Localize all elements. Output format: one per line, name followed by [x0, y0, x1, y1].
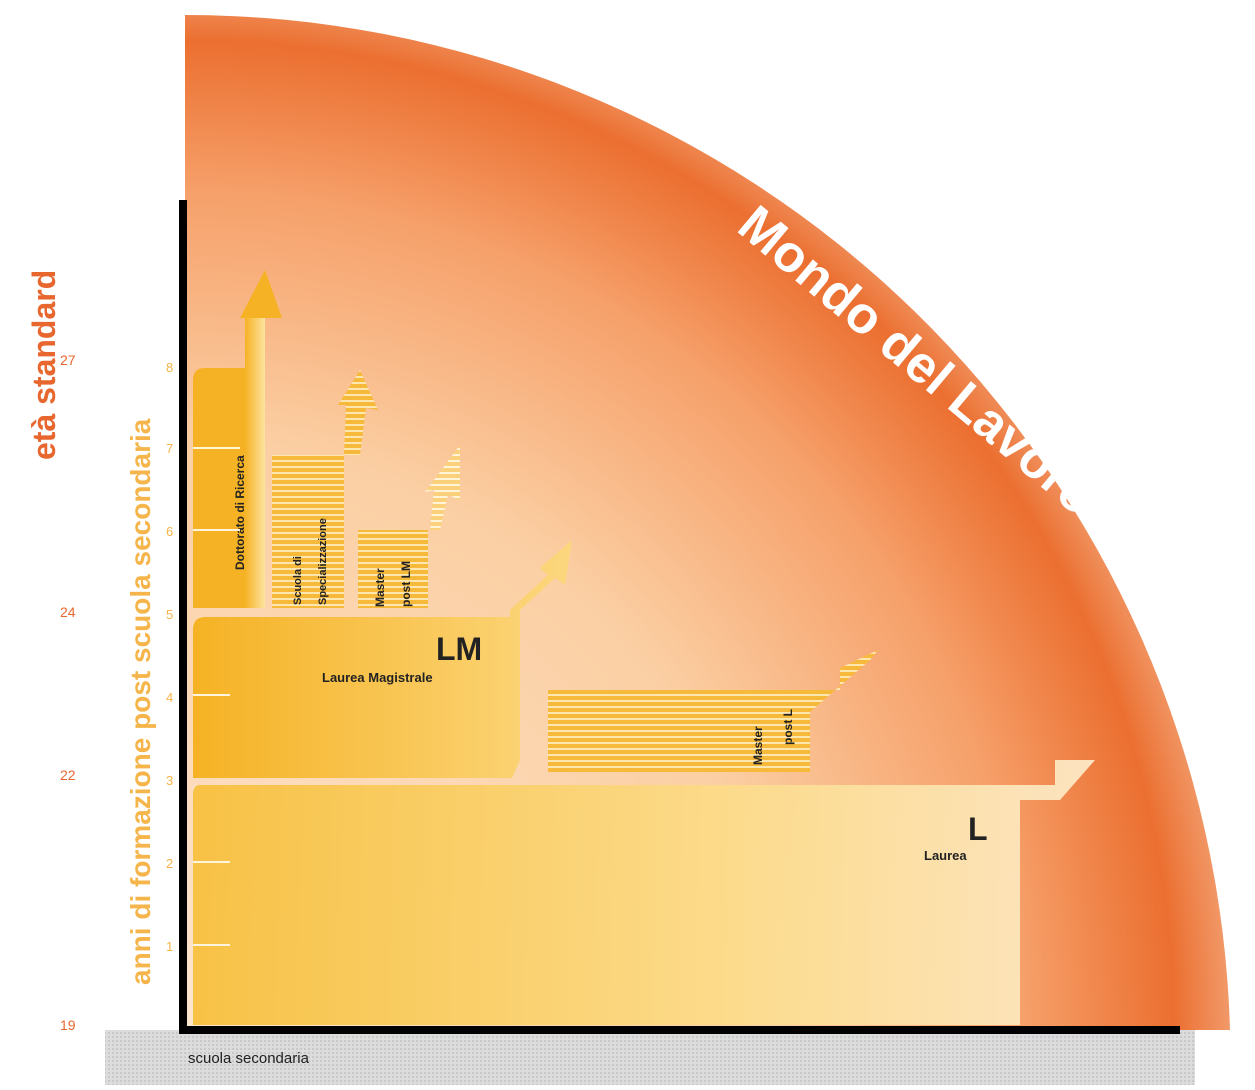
master-post-l-line1: Master: [751, 726, 765, 765]
dottorato-column: [245, 315, 265, 608]
age-tick-24: 24: [60, 604, 76, 620]
year-tick-6: 6: [166, 524, 173, 539]
secondary-school-label: scuola secondaria: [188, 1050, 310, 1067]
laurea-block: [193, 760, 1095, 1025]
dottorato-block: [193, 368, 245, 608]
specializzazione-block: [272, 455, 344, 608]
master-post-lm-line2: post LM: [399, 561, 413, 607]
year-tick-3: 3: [166, 773, 173, 788]
master-post-lm-line1: Master: [373, 568, 387, 607]
master-post-l-block: [548, 650, 878, 772]
dottorato-arrow: [240, 270, 282, 318]
laurea-magistrale-block: [193, 540, 572, 778]
laurea-abbr: L: [968, 811, 988, 847]
lm-name: Laurea Magistrale: [322, 670, 433, 685]
age-tick-22: 22: [60, 767, 76, 783]
master-post-lm-block: [358, 530, 428, 608]
year-tick-5: 5: [166, 607, 173, 622]
year-tick-2: 2: [166, 856, 173, 871]
specializzazione-line2: Specializzazione: [317, 518, 329, 605]
master-post-l-line2: post L: [781, 709, 795, 745]
age-tick-19: 19: [60, 1017, 76, 1033]
year-tick-8: 8: [166, 360, 173, 375]
master-post-lm-arrow: [420, 445, 460, 530]
age-axis-title: età standard: [26, 270, 62, 460]
specializzazione-arrow: [336, 370, 378, 455]
year-tick-4: 4: [166, 690, 173, 705]
secondary-school-band: [105, 1030, 1195, 1085]
year-tick-1: 1: [166, 939, 173, 954]
years-axis-title: anni di formazione post scuola secondari…: [125, 418, 156, 985]
age-tick-27: 27: [60, 352, 76, 368]
dottorato-label: Dottorato di Ricerca: [233, 455, 247, 570]
specializzazione-line1: Scuola di: [292, 556, 304, 605]
year-grid-lines: [193, 447, 240, 946]
year-tick-7: 7: [166, 441, 173, 456]
year-ticks: 8 7 6 5 4 3 2 1: [166, 360, 173, 954]
laurea-name: Laurea: [924, 848, 967, 863]
lm-abbr: LM: [436, 631, 482, 667]
age-ticks: 27 24 22 19: [60, 352, 76, 1033]
